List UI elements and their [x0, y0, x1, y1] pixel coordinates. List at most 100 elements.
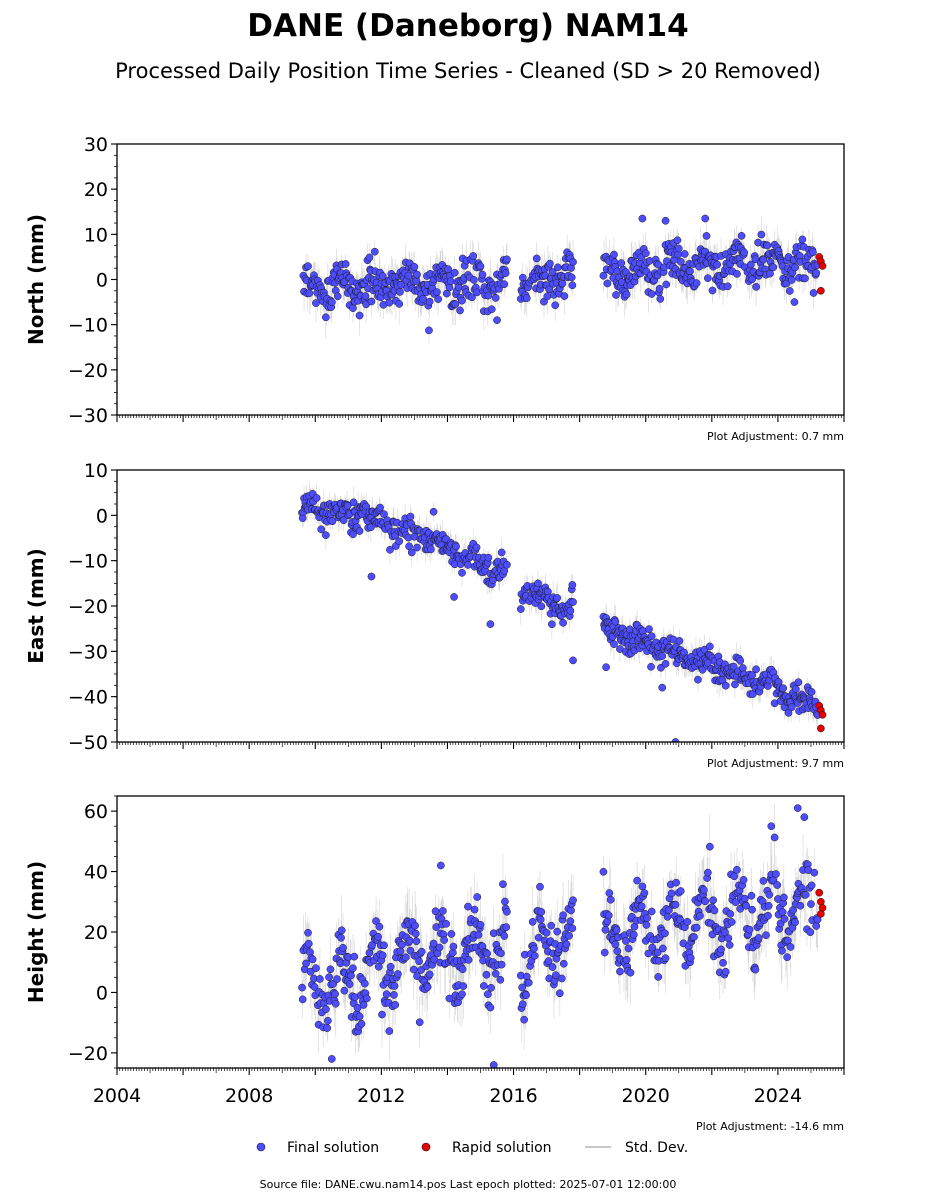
plot-area: [298, 481, 827, 742]
final-point: [568, 924, 577, 933]
final-point: [476, 920, 485, 929]
final-point: [704, 868, 712, 877]
final-point: [638, 214, 647, 223]
final-point: [622, 937, 630, 945]
final-point: [385, 1027, 394, 1035]
panel-3: 60 40 20 0 −20 2004 2008 2012 2016 2020 2024 Height…: [24, 795, 845, 1133]
final-point: [355, 1012, 364, 1021]
final-solution-points: [299, 214, 822, 335]
y-tick-label: −20: [68, 1043, 108, 1065]
final-point: [551, 301, 560, 310]
final-point: [721, 928, 729, 937]
final-point: [661, 954, 670, 963]
final-point: [675, 637, 684, 645]
final-point: [349, 964, 357, 973]
y-tick-label: 0: [96, 982, 108, 1004]
final-point: [347, 971, 355, 980]
final-point: [548, 268, 557, 276]
final-point: [807, 900, 815, 908]
final-point: [530, 944, 538, 953]
final-point: [663, 912, 672, 921]
final-point: [376, 503, 384, 512]
final-point: [502, 923, 511, 932]
final-point: [450, 268, 459, 277]
final-point: [484, 291, 493, 300]
y-axis: 60 40 20 0 −20: [68, 795, 117, 1069]
final-point: [726, 910, 735, 918]
final-point: [551, 971, 560, 980]
final-point: [692, 279, 701, 287]
final-point: [532, 254, 541, 263]
final-point: [390, 982, 399, 990]
final-point: [378, 951, 387, 960]
final-point: [778, 908, 787, 916]
final-point: [813, 915, 822, 924]
final-point: [310, 983, 319, 991]
final-point: [544, 957, 553, 965]
final-point: [610, 250, 618, 259]
final-point: [484, 553, 493, 562]
final-point: [497, 949, 505, 958]
final-point: [740, 248, 749, 257]
final-point: [601, 925, 610, 934]
final-point: [425, 326, 433, 335]
rapid-point: [815, 888, 824, 897]
final-point: [752, 665, 760, 674]
final-point: [787, 703, 796, 712]
final-point: [413, 543, 421, 552]
final-point: [417, 947, 426, 956]
final-point: [566, 606, 575, 615]
final-point: [661, 660, 670, 668]
final-point: [316, 975, 324, 983]
final-point: [809, 248, 817, 257]
final-point: [640, 889, 649, 897]
final-point: [410, 263, 419, 271]
final-point: [622, 290, 631, 299]
final-point: [786, 943, 795, 951]
final-point: [737, 232, 746, 240]
final-point: [736, 656, 745, 665]
final-point: [767, 822, 776, 831]
final-point: [643, 914, 651, 922]
final-point: [784, 709, 793, 717]
final-point: [493, 316, 501, 324]
final-point: [374, 962, 383, 971]
final-point: [429, 939, 438, 948]
final-point: [779, 684, 788, 693]
final-point: [395, 300, 404, 308]
final-point: [365, 253, 374, 262]
final-point: [724, 934, 733, 943]
final-point: [791, 685, 800, 694]
final-point: [328, 517, 337, 526]
final-point: [434, 295, 443, 303]
plot-area: [299, 214, 827, 344]
final-point: [658, 683, 667, 692]
final-point: [708, 286, 717, 295]
final-point: [487, 305, 496, 314]
final-point: [366, 523, 375, 532]
final-point: [404, 271, 413, 280]
final-point: [407, 548, 416, 557]
final-point: [671, 900, 680, 909]
final-point: [772, 870, 780, 878]
final-point: [606, 895, 615, 904]
final-point: [440, 936, 448, 944]
y-axis: 30 20 10 0 −10 −20 −30: [68, 134, 117, 427]
final-point: [557, 974, 566, 983]
final-point: [626, 968, 635, 977]
final-point: [637, 902, 646, 911]
final-point: [476, 262, 485, 271]
final-point: [478, 270, 487, 279]
final-point: [599, 867, 608, 876]
final-point: [730, 872, 739, 881]
final-point: [600, 948, 609, 957]
final-point: [800, 813, 809, 822]
final-point: [686, 954, 695, 962]
final-point: [456, 306, 464, 315]
final-point: [444, 265, 452, 274]
final-point: [694, 675, 702, 684]
final-point: [733, 866, 741, 874]
final-point: [731, 680, 739, 689]
final-point: [337, 926, 346, 935]
y-axis-label: East (mm): [24, 548, 48, 664]
